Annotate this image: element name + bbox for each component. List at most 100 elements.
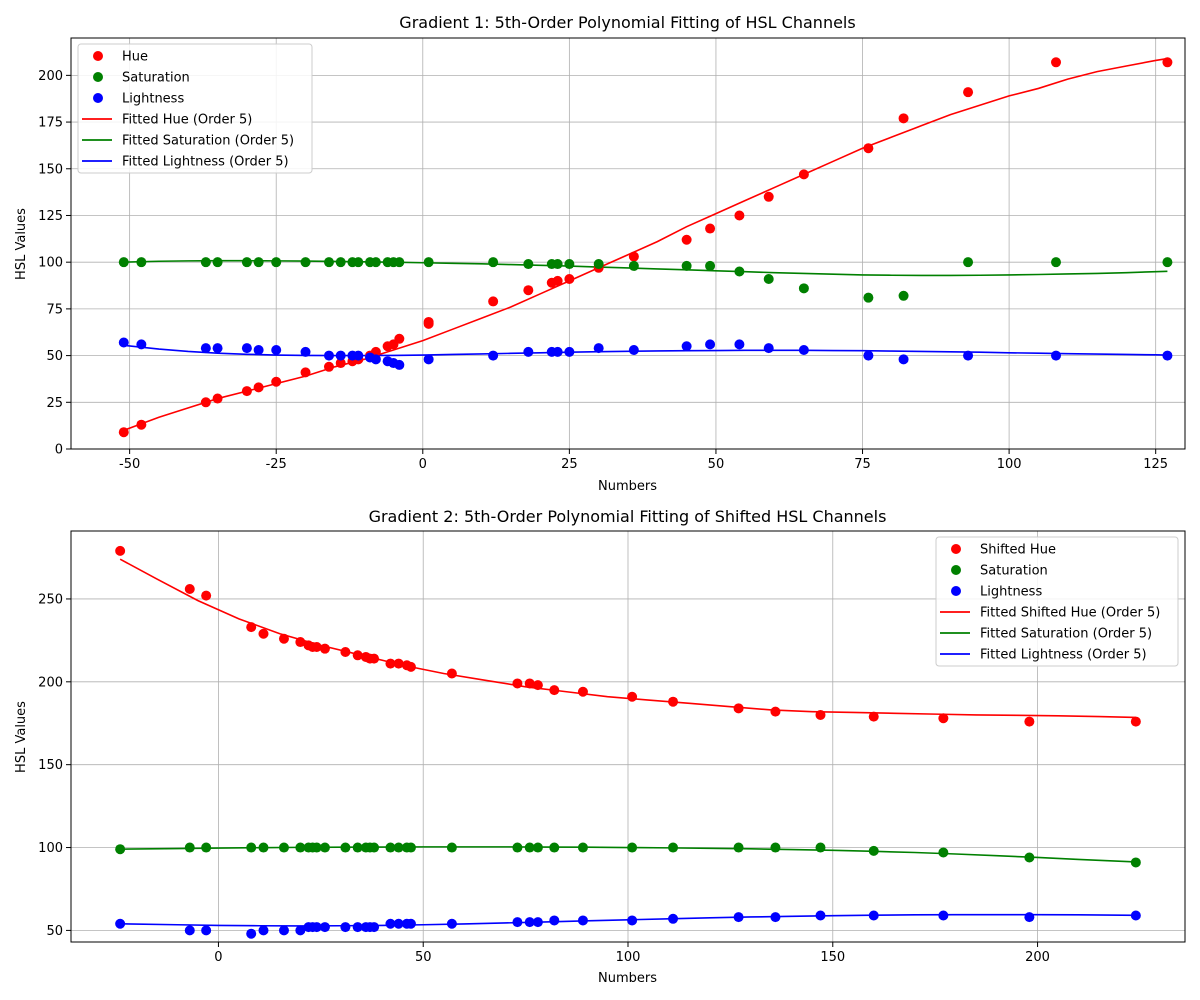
data-point-lightness	[369, 922, 380, 933]
data-point-saturation	[524, 842, 535, 853]
data-point-saturation	[1162, 257, 1173, 268]
data-point-lightness	[200, 343, 211, 354]
data-point-saturation	[340, 842, 351, 853]
data-point-saturation	[212, 257, 223, 268]
data-point-saturation	[271, 257, 282, 268]
legend-label: Fitted Lightness (Order 5)	[980, 648, 1147, 663]
data-point-saturation	[532, 842, 543, 853]
x-tick-label: 200	[1025, 950, 1050, 965]
data-point-hue	[552, 275, 563, 286]
chart-2-x-axis-label: Numbers	[598, 971, 657, 986]
data-point-shifted-hue	[258, 628, 269, 639]
data-point-lightness	[278, 925, 289, 936]
data-point-shifted-hue	[115, 545, 126, 556]
legend-item-fitted-hue-order-5: Fitted Hue (Order 5)	[82, 113, 252, 128]
data-point-hue	[763, 191, 774, 202]
data-point-saturation	[394, 257, 405, 268]
data-point-shifted-hue	[938, 713, 949, 724]
chart-2-title: Gradient 2: 5th-Order Polynomial Fitting…	[369, 507, 887, 526]
legend-item-saturation: Saturation	[93, 71, 190, 86]
series-saturation	[118, 257, 1173, 303]
legend-label: Fitted Lightness (Order 5)	[122, 155, 289, 170]
series-lightness	[115, 910, 1141, 939]
data-point-saturation	[668, 842, 679, 853]
y-tick-label: 100	[38, 256, 63, 271]
x-tick-label: 0	[419, 457, 427, 472]
legend-item-saturation: Saturation	[951, 564, 1048, 579]
legend-marker	[93, 93, 103, 103]
data-point-shifted-hue	[184, 584, 195, 594]
data-point-lightness	[323, 350, 334, 361]
chart-1-scatter-points	[118, 57, 1173, 438]
x-tick-label: 50	[415, 950, 432, 965]
x-tick-label: 100	[997, 457, 1022, 472]
data-point-saturation	[370, 257, 381, 268]
data-point-saturation	[253, 257, 264, 268]
data-point-saturation	[868, 845, 879, 856]
data-point-lightness	[253, 344, 264, 355]
data-point-shifted-hue	[627, 691, 638, 702]
data-point-lightness	[564, 346, 575, 357]
legend-item-hue: Hue	[93, 50, 148, 65]
data-point-lightness	[353, 350, 364, 361]
legend-label: Lightness	[122, 92, 184, 107]
data-point-hue	[136, 419, 147, 430]
data-point-hue	[253, 382, 264, 393]
y-tick-label: 175	[38, 116, 63, 131]
data-point-shifted-hue	[201, 590, 212, 601]
data-point-saturation	[405, 842, 416, 853]
data-point-saturation	[241, 257, 252, 268]
data-point-saturation	[863, 292, 874, 303]
data-point-saturation	[136, 257, 147, 268]
legend-item-fitted-shifted-hue-order-5: Fitted Shifted Hue (Order 5)	[940, 606, 1160, 621]
data-point-hue	[335, 358, 346, 369]
data-point-saturation	[593, 259, 604, 270]
data-point-lightness	[184, 925, 195, 936]
data-point-lightness	[512, 917, 523, 928]
data-point-lightness	[963, 350, 974, 361]
data-point-saturation	[369, 842, 380, 853]
data-point-lightness	[815, 910, 826, 921]
data-point-lightness	[1130, 910, 1141, 921]
legend-marker	[951, 565, 961, 575]
data-point-lightness	[863, 350, 874, 361]
chart-2-scatter-points	[115, 545, 1141, 939]
x-tick-label: 25	[561, 457, 578, 472]
x-tick-label: -50	[119, 457, 140, 472]
data-point-lightness	[1024, 912, 1035, 923]
y-tick-label: 200	[38, 675, 63, 690]
data-point-shifted-hue	[369, 653, 380, 664]
chart-2-y-axis-label: HSL Values	[14, 701, 29, 773]
data-point-hue	[705, 223, 716, 234]
data-point-hue	[963, 87, 974, 98]
data-point-shifted-hue	[405, 661, 416, 672]
x-tick-label: 125	[1143, 457, 1168, 472]
data-point-hue	[300, 367, 311, 378]
y-tick-label: 250	[38, 592, 63, 607]
data-point-hue	[212, 393, 223, 404]
legend-marker	[951, 544, 961, 554]
data-point-shifted-hue	[311, 642, 322, 653]
data-point-hue	[628, 251, 639, 262]
data-point-lightness	[523, 346, 534, 357]
data-point-hue	[681, 234, 692, 245]
series-saturation	[115, 842, 1141, 868]
data-point-shifted-hue	[668, 696, 679, 707]
data-point-hue	[271, 376, 282, 387]
data-point-saturation	[319, 842, 330, 853]
data-point-hue	[200, 397, 211, 408]
data-point-lightness	[763, 343, 774, 354]
data-point-lightness	[868, 910, 879, 921]
data-point-saturation	[393, 842, 404, 853]
data-point-lightness	[733, 912, 744, 923]
data-point-shifted-hue	[549, 685, 560, 696]
data-point-lightness	[340, 922, 351, 933]
chart-1: Gradient 1: 5th-Order Polynomial Fitting…	[14, 13, 1186, 494]
data-point-saturation	[488, 257, 499, 268]
data-point-lightness	[628, 344, 639, 355]
data-point-shifted-hue	[352, 650, 363, 661]
data-point-lightness	[938, 910, 949, 921]
data-point-lightness	[705, 339, 716, 350]
data-point-saturation	[258, 842, 269, 853]
